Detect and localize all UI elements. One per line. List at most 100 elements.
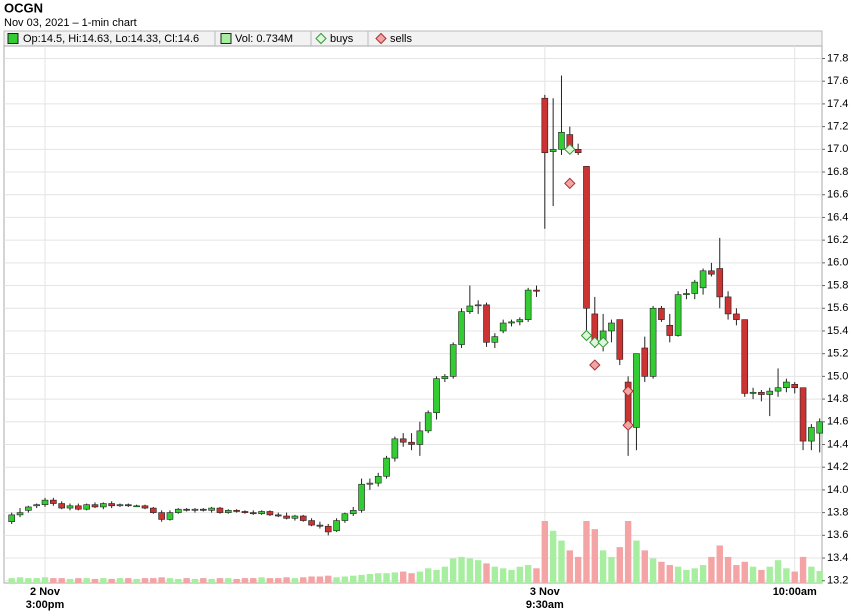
x-tick-label: 2 Nov [30,586,61,598]
legend-sells: sells [390,33,413,45]
volume-bar [33,578,40,583]
sell-marker [564,177,576,190]
y-tick-label: 14.2 [827,461,848,473]
candle-body [75,505,82,510]
volume-bar [50,578,57,583]
y-tick-label: 14.0 [827,484,848,496]
candle-body [783,381,790,389]
candle-body [633,353,640,428]
candle-body [324,525,332,533]
volume-bar [608,556,615,583]
volume-bar [733,565,740,583]
volume-bar [474,560,482,583]
volume-bar [766,566,773,583]
candle-body [433,378,440,414]
y-tick-label: 13.8 [827,507,848,519]
volume-bar [133,578,140,583]
legend-buys: buys [330,33,354,45]
volume-bar [816,571,823,583]
volume-bar [191,578,199,583]
candle-body [216,507,224,513]
volume-bar [508,569,515,583]
y-tick-label: 17.4 [827,98,848,110]
volume-bar [425,568,432,583]
candle-body [816,421,824,434]
volume-bar [383,573,390,583]
volume-bar [158,577,165,583]
candle-body [441,376,449,379]
volume-bar [333,577,340,583]
volume-bar [150,578,157,583]
volume-bar [641,550,648,583]
candle-body [616,319,624,360]
candle-body [541,97,549,154]
x-tick-label: 3 Nov [530,586,561,598]
volume-bar [666,565,673,583]
volume-bar [366,574,374,583]
volume-bar [308,576,315,583]
y-tick-label: 15.0 [827,370,848,382]
volume-bar [125,578,132,583]
volume-bar [783,568,790,583]
y-tick-label: 15.6 [827,302,848,314]
volume-bar [724,556,732,583]
candle-body [125,504,132,507]
candle-body [249,512,257,515]
volume-bar [591,529,598,583]
volume-bar [58,578,65,583]
candle-body [749,391,757,394]
y-tick-label: 14.4 [827,438,848,450]
candle-body [150,507,157,513]
volume-bar [658,561,665,583]
legend-sells-swatch [375,32,387,45]
volume-bar [749,566,757,583]
candle-body [691,281,699,294]
candle-body [674,294,682,336]
y-tick-label: 13.4 [827,552,848,564]
candle-body [258,511,265,515]
candle-body [58,503,65,509]
y-tick-label: 17.8 [827,52,848,64]
candle-body [424,412,432,432]
candle-body [241,511,249,513]
candle-body [199,508,207,511]
volume-bar [549,530,557,583]
volume-bar [791,571,798,583]
candle-body [658,307,665,320]
candle-body [766,390,774,395]
volume-bar [91,578,99,583]
volume-bar [258,577,265,583]
volume-bar [558,540,565,583]
candle-body [374,475,382,484]
plot-area [4,46,824,583]
candle-body [583,166,590,309]
volume-bar [283,577,290,583]
volume-bar [300,577,307,583]
volume-bar [200,578,207,583]
y-tick-label: 17.6 [827,75,848,87]
candle-body [308,520,315,526]
candle-body [283,515,290,519]
candle-body [449,344,457,377]
y-tick-label: 13.6 [827,529,848,541]
y-tick-label: 17.0 [827,143,848,155]
y-tick-label: 16.4 [827,211,848,223]
legend-ohlc-swatch [7,33,19,44]
candle-body [383,457,390,477]
volume-bar [691,568,698,583]
volume-bar [291,578,299,583]
y-tick-label: 14.8 [827,393,848,405]
volume-bar [75,578,82,583]
legend-buys-swatch [315,32,327,45]
volume-bar [516,566,524,583]
candle-body [483,304,490,343]
candle-body [608,322,615,332]
volume-bar [774,560,782,583]
y-tick-label: 13.2 [827,575,848,587]
volume-bar [483,563,490,583]
volume-bar [100,578,107,583]
candle-body [708,270,715,275]
volume-bar [708,556,715,583]
chart-title: OCGN [4,0,43,15]
